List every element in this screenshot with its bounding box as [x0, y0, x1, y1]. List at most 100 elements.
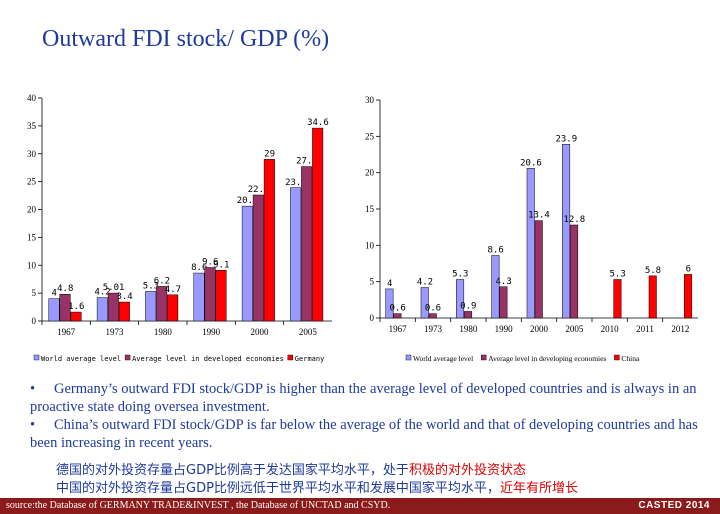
x-tick-label: 1990 — [495, 324, 514, 334]
bar — [215, 270, 227, 322]
data-label: 4.2 — [94, 288, 110, 298]
data-label: 4 — [52, 289, 57, 299]
data-label: 4.8 — [57, 284, 73, 294]
bar — [499, 286, 508, 319]
bar — [534, 220, 543, 319]
data-label: 0.6 — [425, 304, 441, 314]
bar — [107, 292, 119, 322]
y-tick-label: 20 — [365, 168, 375, 178]
x-tick-label: 2005 — [299, 327, 318, 337]
bullet-germany-text: Germany’s outward FDI stock/GDP is highe… — [30, 381, 697, 415]
bar — [428, 313, 437, 319]
legend-swatch — [33, 354, 40, 361]
x-tick-label: 1980 — [154, 327, 173, 337]
y-tick-label: 0 — [370, 313, 375, 323]
bar — [526, 168, 535, 319]
bar — [648, 275, 657, 319]
data-label: 6.2 — [154, 276, 170, 286]
bar — [464, 311, 473, 319]
data-label: 27.7 — [296, 157, 318, 167]
data-label: 12.8 — [563, 215, 585, 225]
x-tick-label: 1980 — [459, 324, 478, 334]
data-label: 3.4 — [116, 292, 132, 302]
bar — [385, 288, 394, 319]
data-label: 0.6 — [390, 304, 406, 314]
x-tick-label: 1967 — [389, 324, 408, 334]
legend-swatch — [405, 354, 412, 361]
bar — [48, 298, 60, 322]
data-label: 1.6 — [68, 302, 84, 312]
bar — [59, 293, 71, 322]
cn-china-highlight: 近年有所增长 — [499, 481, 578, 496]
x-tick-label: 1990 — [202, 327, 221, 337]
bar — [118, 301, 130, 322]
data-label: 22.6 — [248, 185, 270, 195]
bar — [312, 127, 324, 322]
bullet-symbol: • — [30, 381, 36, 397]
data-label: 5.3 — [143, 281, 159, 291]
bar — [241, 205, 253, 322]
legend-swatch — [287, 354, 293, 361]
data-label: 8.6 — [488, 246, 504, 256]
bar — [301, 166, 313, 322]
bar — [684, 274, 693, 319]
bar — [167, 294, 179, 322]
cn-germany-text: 德国的对外投资存量占GDP比例高于发达国家平均水平，处于 — [56, 463, 409, 478]
bar — [193, 272, 205, 322]
y-tick-label: 10 — [27, 260, 37, 270]
y-tick-label: 20 — [27, 205, 37, 215]
legend-label: World average level — [41, 355, 121, 363]
y-tick-label: 10 — [365, 240, 375, 250]
x-tick-label: 2000 — [530, 324, 549, 334]
footer-brand: CASTED 2014 — [638, 500, 710, 511]
legend-label: Average level in developing economies — [488, 354, 606, 363]
data-label: 0.9 — [460, 301, 476, 311]
data-label: 5.3 — [452, 269, 468, 279]
y-tick-label: 35 — [27, 121, 37, 131]
y-tick-label: 15 — [365, 204, 375, 214]
x-tick-label: 1973 — [424, 324, 443, 334]
x-tick-label: 2011 — [636, 324, 654, 334]
legend-label: Germany — [295, 355, 325, 363]
bar — [290, 187, 302, 322]
x-tick-label: 2012 — [671, 324, 689, 334]
cn-germany-highlight: 积极的对外投资状态 — [408, 463, 526, 478]
data-label: 4 — [387, 279, 392, 289]
data-label: 9.1 — [213, 260, 229, 270]
bar — [70, 311, 82, 322]
data-label: 5.8 — [645, 266, 661, 276]
data-label: 23.9 — [555, 134, 577, 144]
bullet-germany: • Germany’s outward FDI stock/GDP is high… — [30, 380, 710, 416]
bar — [562, 144, 571, 319]
bar — [456, 279, 465, 319]
y-tick-label: 30 — [27, 149, 37, 159]
germany-chart: 0 5 10 15 20 25 30 35 40 1967 4 4.8 1.6 1973 4.25.013.… — [27, 93, 332, 363]
china-chart: 0 5 10 15 20 25 30 1967 4 0.6 1973 4.2 0.6 1980 5.3 0.9… — [365, 95, 698, 363]
data-label: 9.6 — [202, 257, 218, 267]
bar — [204, 267, 216, 322]
x-tick-label: 1967 — [57, 327, 76, 337]
bar — [96, 297, 108, 322]
data-label: 13.4 — [528, 211, 550, 221]
x-tick-label: 2005 — [565, 324, 584, 334]
data-label: 20.6 — [520, 158, 542, 168]
legend-label: China — [621, 354, 640, 363]
y-tick-label: 30 — [365, 95, 375, 105]
y-tick-label: 25 — [365, 131, 375, 141]
data-label: 5.01 — [103, 283, 125, 293]
data-label: 34.6 — [307, 118, 329, 128]
legend-swatch — [124, 354, 131, 361]
y-tick-label: 40 — [27, 93, 37, 103]
data-label: 4.2 — [417, 277, 433, 287]
bar — [156, 286, 168, 322]
x-tick-label: 1973 — [106, 327, 125, 337]
data-label: 6 — [686, 264, 691, 274]
y-tick-label: 5 — [32, 288, 37, 298]
legend-swatch — [614, 354, 620, 361]
footer-source: source:the Database of GERMANY TRADE&INV… — [6, 500, 391, 511]
data-label: 4.7 — [165, 285, 181, 295]
slide-title: Outward FDI stock/ GDP (%) — [42, 26, 330, 52]
footer-bar: source:the Database of GERMANY TRADE&INV… — [0, 498, 720, 514]
data-label: 29 — [264, 149, 275, 159]
y-tick-label: 5 — [370, 277, 375, 287]
